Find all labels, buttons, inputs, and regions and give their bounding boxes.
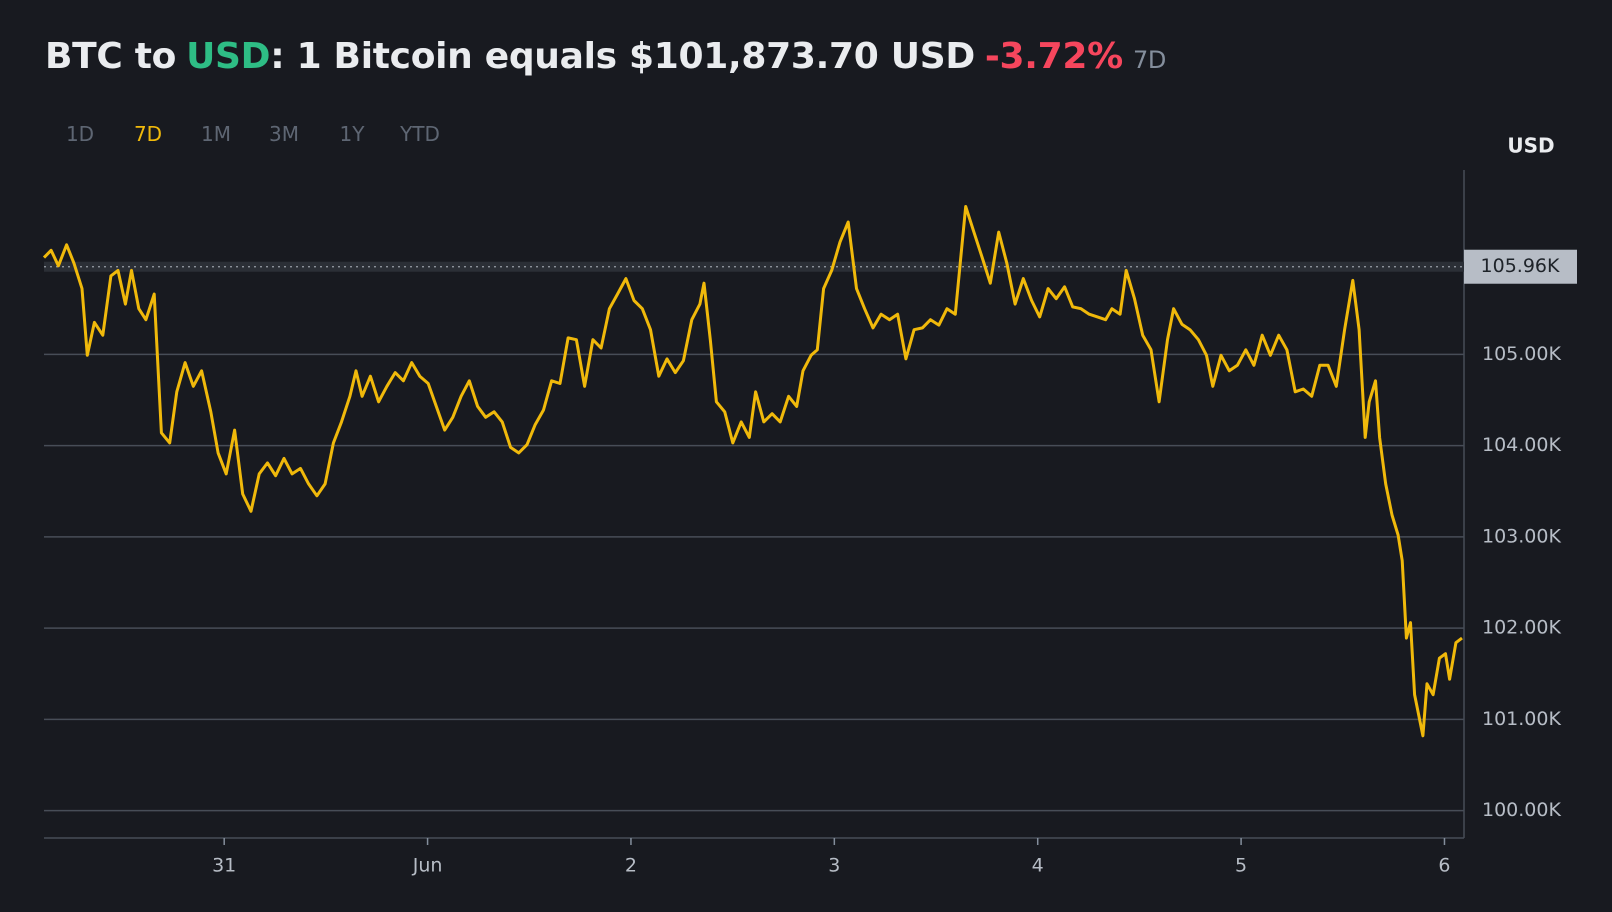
x-tick-label: 4 (1032, 855, 1044, 877)
title: BTC to USD: 1 Bitcoin equals $101,873.70 … (45, 36, 1166, 77)
range-tab[interactable]: 1D (65, 122, 95, 146)
range-tab[interactable]: 3M (269, 122, 299, 146)
x-tick-label: 6 (1438, 855, 1450, 877)
x-tick-label: 3 (828, 855, 840, 877)
y-tick-label: 100.00K (1482, 799, 1561, 821)
ref-label: 105.96K (1481, 255, 1560, 277)
title-price: : 1 Bitcoin equals $101,873.70 USD (270, 36, 975, 77)
y-unit: USD (1507, 134, 1554, 158)
y-tick-label: 104.00K (1482, 434, 1561, 456)
x-tick-label: Jun (412, 855, 443, 877)
range-tabs: 1D 7D 1M 3M 1Y YTD (46, 122, 454, 146)
title-period: 7D (1132, 46, 1167, 74)
ref-band (44, 261, 1464, 272)
price-line (42, 205, 1463, 738)
title-quote: USD (186, 36, 271, 77)
range-tab[interactable]: 7D (133, 122, 163, 146)
y-tick-label: 105.00K (1482, 343, 1561, 365)
x-tick-label: 5 (1235, 855, 1247, 877)
range-tab[interactable]: YTD (400, 122, 440, 146)
y-tick-label: 103.00K (1482, 525, 1561, 547)
range-tab[interactable]: 1Y (339, 122, 365, 146)
y-tick-label: 101.00K (1482, 708, 1561, 730)
title-change: -3.72% (984, 36, 1123, 77)
range-tab[interactable]: 1M (201, 122, 231, 146)
x-tick-label: 2 (625, 855, 637, 877)
y-tick-label: 102.00K (1482, 617, 1561, 639)
title-base: BTC to (45, 36, 177, 77)
ref-label-box (1464, 249, 1577, 284)
x-tick-label: 31 (212, 855, 236, 877)
